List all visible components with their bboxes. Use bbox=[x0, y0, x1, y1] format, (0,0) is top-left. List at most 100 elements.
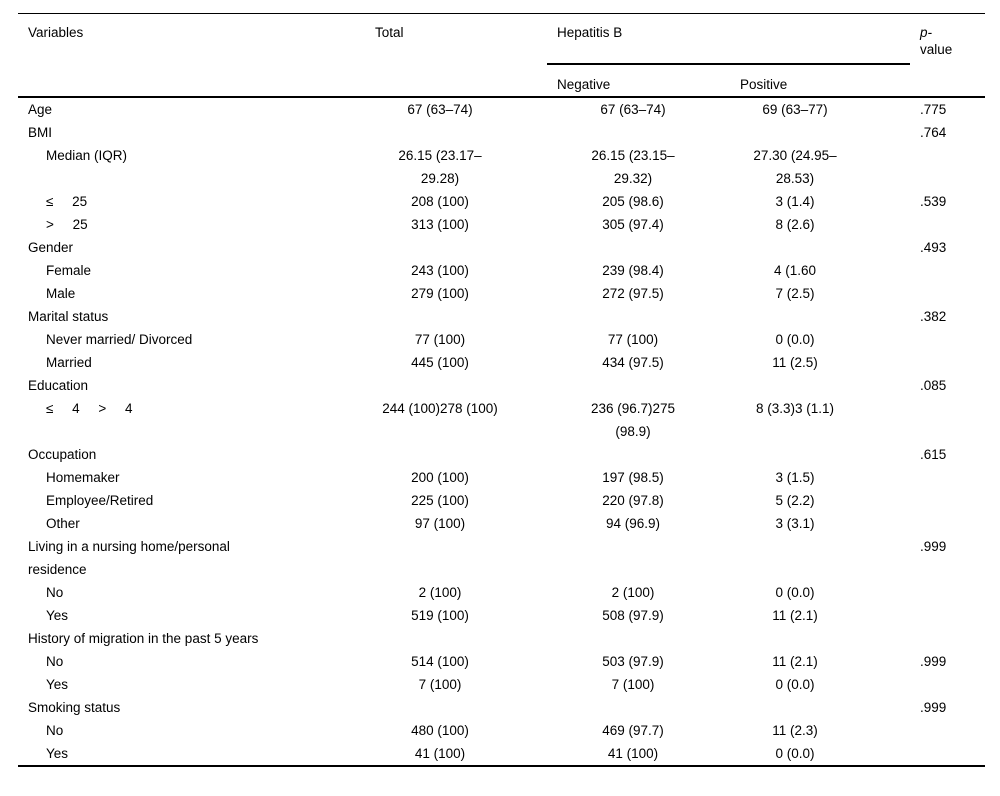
table-row: Yes 519 (100) 508 (97.9) 11 (2.1) bbox=[18, 604, 985, 627]
row-negative-value bbox=[550, 696, 716, 719]
row-label: Gender bbox=[28, 240, 74, 255]
row-total-value: 519 (100) bbox=[411, 608, 469, 623]
spanner-cell bbox=[547, 58, 910, 65]
row-total-value bbox=[370, 696, 550, 719]
p-value-line1: p- bbox=[920, 25, 933, 40]
row-negative-value: 236 (96.7)275 (98.9) bbox=[590, 401, 676, 439]
table-row: History of migration in the past 5 years bbox=[18, 627, 985, 650]
header-total: Total bbox=[375, 25, 404, 40]
row-total-value: 77 (100) bbox=[414, 332, 466, 347]
row-negative-value: 434 (97.5) bbox=[602, 355, 664, 370]
row-negative-value: 205 (98.6) bbox=[602, 194, 664, 209]
row-total-value bbox=[370, 236, 550, 259]
hepatitis-b-underline bbox=[547, 58, 910, 65]
row-total-value: 279 (100) bbox=[411, 286, 469, 301]
header-row-sub: Negative Positive bbox=[18, 65, 985, 97]
row-label: Education bbox=[28, 378, 89, 393]
row-total-value: 41 (100) bbox=[414, 746, 466, 761]
row-positive-value bbox=[716, 236, 874, 259]
characteristics-table: Variables Total Hepatitis B p-value Nega… bbox=[18, 13, 985, 767]
row-total-value: 243 (100) bbox=[411, 263, 469, 278]
row-p-value bbox=[874, 742, 985, 766]
row-p-value bbox=[874, 259, 985, 282]
row-p-value bbox=[874, 282, 985, 305]
row-p-value bbox=[874, 719, 985, 742]
row-negative-value: 220 (97.8) bbox=[602, 493, 664, 508]
table-row: Yes 41 (100) 41 (100) 0 (0.0) bbox=[18, 742, 985, 766]
row-label: ≤ 4 > 4 bbox=[46, 401, 133, 416]
row-positive-value: 3 (3.1) bbox=[775, 516, 815, 531]
row-negative-value: 503 (97.9) bbox=[602, 654, 664, 669]
row-negative-value: 239 (98.4) bbox=[602, 263, 664, 278]
row-total-value: 200 (100) bbox=[411, 470, 469, 485]
row-negative-value bbox=[550, 443, 716, 466]
row-label: Male bbox=[46, 286, 76, 301]
header-hepatitis-b-label: Hepatitis B bbox=[557, 25, 623, 40]
table-row: Employee/Retired 225 (100) 220 (97.8) 5 … bbox=[18, 489, 985, 512]
row-p-value bbox=[874, 489, 985, 512]
row-negative-value: 305 (97.4) bbox=[602, 217, 664, 232]
row-p-value bbox=[874, 397, 985, 443]
row-negative-value: 41 (100) bbox=[607, 746, 659, 761]
table-row: Marital status .382 bbox=[18, 305, 985, 328]
row-negative-value: 7 (100) bbox=[611, 677, 655, 692]
row-positive-value: 8 (3.3)3 (1.1) bbox=[755, 401, 835, 416]
row-label: Homemaker bbox=[46, 470, 120, 485]
table-row: Never married/ Divorced 77 (100) 77 (100… bbox=[18, 328, 985, 351]
header-hepatitis-b: Hepatitis B bbox=[550, 14, 874, 59]
row-negative-value: 272 (97.5) bbox=[602, 286, 664, 301]
row-negative-value: 77 (100) bbox=[607, 332, 659, 347]
header-p-value: p-value bbox=[874, 14, 985, 59]
row-p-value: .493 bbox=[920, 240, 947, 255]
row-label: History of migration in the past 5 years bbox=[28, 631, 259, 646]
row-negative-value bbox=[550, 121, 716, 144]
row-p-value: .382 bbox=[920, 309, 947, 324]
table-row: Yes 7 (100) 7 (100) 0 (0.0) bbox=[18, 673, 985, 696]
row-total-value: 445 (100) bbox=[411, 355, 469, 370]
row-label: Yes bbox=[46, 608, 69, 623]
table-row: Median (IQR) 26.15 (23.17– 29.28) 26.15 … bbox=[18, 144, 985, 190]
row-label: Yes bbox=[46, 677, 69, 692]
row-label: BMI bbox=[28, 125, 53, 140]
row-positive-value: 11 (2.1) bbox=[772, 654, 818, 669]
table-row: Female 243 (100) 239 (98.4) 4 (1.60 bbox=[18, 259, 985, 282]
row-negative-value: 197 (98.5) bbox=[602, 470, 664, 485]
table-row: > 25 313 (100) 305 (97.4) 8 (2.6) bbox=[18, 213, 985, 236]
row-positive-value: 69 (63–77) bbox=[762, 102, 828, 117]
row-negative-value: 67 (63–74) bbox=[600, 102, 666, 117]
subheader-spacer-total bbox=[370, 65, 550, 97]
table-body: Age 67 (63–74) 67 (63–74) 69 (63–77) .77… bbox=[18, 97, 985, 766]
row-total-value: 67 (63–74) bbox=[407, 102, 473, 117]
table-row: No 480 (100) 469 (97.7) 11 (2.3) bbox=[18, 719, 985, 742]
row-label: No bbox=[46, 654, 64, 669]
row-positive-value bbox=[716, 535, 874, 581]
row-total-value: 97 (100) bbox=[414, 516, 466, 531]
row-p-value: .999 bbox=[920, 654, 947, 669]
row-total-value: 480 (100) bbox=[411, 723, 469, 738]
row-total-value bbox=[370, 535, 550, 581]
characteristics-table-wrap: Variables Total Hepatitis B p-value Nega… bbox=[18, 13, 985, 767]
row-p-value bbox=[874, 328, 985, 351]
row-negative-value: 469 (97.7) bbox=[602, 723, 664, 738]
row-p-value: .615 bbox=[920, 447, 947, 462]
table-row: BMI .764 bbox=[18, 121, 985, 144]
row-positive-value: 4 (1.60 bbox=[773, 263, 817, 278]
table-row: Education .085 bbox=[18, 374, 985, 397]
row-total-value bbox=[370, 121, 550, 144]
row-total-value bbox=[370, 627, 550, 650]
row-p-value bbox=[874, 627, 985, 650]
spanner-spacer-total bbox=[370, 58, 550, 65]
row-total-value: 26.15 (23.17– 29.28) bbox=[398, 148, 482, 186]
header-positive: Positive bbox=[740, 77, 788, 92]
row-label: Other bbox=[46, 516, 80, 531]
row-label: Never married/ Divorced bbox=[46, 332, 193, 347]
row-p-value: .999 bbox=[920, 539, 947, 554]
table-row: Other 97 (100) 94 (96.9) 3 (3.1) bbox=[18, 512, 985, 535]
row-p-value bbox=[874, 351, 985, 374]
row-p-value: .085 bbox=[920, 378, 947, 393]
row-p-value: .539 bbox=[920, 194, 947, 209]
row-label: No bbox=[46, 585, 64, 600]
row-positive-value: 0 (0.0) bbox=[775, 746, 815, 761]
row-p-value bbox=[874, 213, 985, 236]
row-label: Employee/Retired bbox=[46, 493, 154, 508]
